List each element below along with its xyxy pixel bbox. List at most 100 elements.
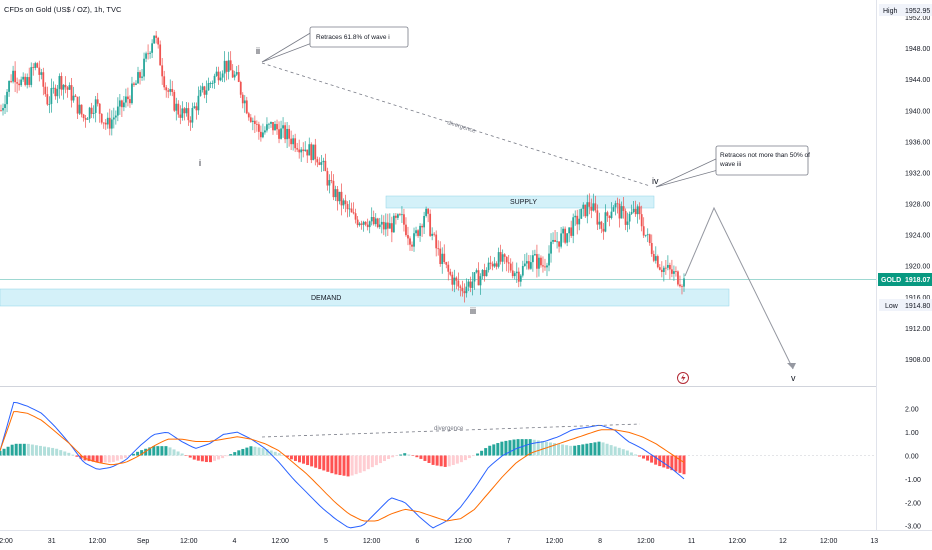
macd-histogram-bar xyxy=(140,450,144,456)
signal-line[interactable] xyxy=(0,411,685,522)
candle-body xyxy=(125,96,127,103)
macd-histogram-bar xyxy=(512,439,516,456)
candle-body xyxy=(272,121,274,131)
macd-histogram[interactable] xyxy=(0,439,686,477)
macd-line[interactable] xyxy=(0,401,685,529)
price-tick-label: 1932.00 xyxy=(905,170,930,177)
time-tick-label: 12:00 xyxy=(637,538,655,545)
macd-histogram-bar xyxy=(391,455,395,458)
macd-histogram-bar xyxy=(281,455,285,456)
macd-histogram-bar xyxy=(338,455,342,476)
candle-body xyxy=(336,189,339,202)
macd-histogram-bar xyxy=(472,455,476,457)
candle-body xyxy=(38,67,41,75)
candle-body xyxy=(324,160,327,172)
demand-zone[interactable] xyxy=(0,288,730,307)
macd-histogram-bar xyxy=(403,453,407,456)
candle-body xyxy=(356,219,359,226)
candle-body xyxy=(554,239,556,242)
candle-body xyxy=(421,225,423,228)
callout-wave-ii[interactable]: Retraces 61.8% of wave i xyxy=(261,26,409,63)
macd-histogram-bar xyxy=(273,451,277,456)
candle-body xyxy=(276,124,278,130)
macd-histogram-bar xyxy=(528,439,532,456)
candle-body xyxy=(513,273,516,277)
macd-histogram-bar xyxy=(476,453,480,456)
price-tick-label: 1916.00 xyxy=(905,295,930,302)
macd-histogram-bar xyxy=(633,454,637,456)
macd-histogram-bar xyxy=(395,455,399,456)
candle-body xyxy=(457,280,460,287)
price-pane[interactable] xyxy=(0,0,876,386)
wave-iv-label: iv xyxy=(652,176,659,186)
macd-histogram-bar xyxy=(439,455,443,467)
candle-body xyxy=(161,65,164,77)
candle-body xyxy=(312,144,315,161)
macd-histogram-bar xyxy=(625,450,629,456)
candle-body xyxy=(431,233,434,236)
time-scale[interactable]: 2:00 31 12:00 Sep 12:00 4 12:00 5 12:00 6 12:00 7 12… xyxy=(0,538,878,545)
candle-body xyxy=(187,108,190,121)
macd-histogram-bar xyxy=(666,455,670,469)
candle-body xyxy=(90,107,93,114)
price-divergence-line[interactable] xyxy=(261,62,651,187)
candle-body xyxy=(485,270,488,277)
macd-histogram-bar xyxy=(516,439,520,456)
candle-body xyxy=(346,204,349,210)
candle-body xyxy=(386,222,389,229)
candle-body xyxy=(302,149,305,151)
candle-body xyxy=(671,269,673,274)
candle-body xyxy=(280,128,282,139)
candle-body xyxy=(443,253,446,263)
demand-zone-label: DEMAND xyxy=(311,295,341,302)
candle-body xyxy=(141,76,143,78)
candle-body xyxy=(225,60,228,72)
candle-body xyxy=(546,265,548,268)
macd-histogram-bar xyxy=(593,442,597,456)
macd-histogram-bar xyxy=(241,448,245,456)
candle-body xyxy=(654,256,657,261)
candle-body xyxy=(201,86,204,90)
candle-body xyxy=(560,233,563,247)
candle-body xyxy=(469,281,472,288)
candle-body xyxy=(515,271,518,274)
macd-histogram-bar xyxy=(423,455,427,461)
callout-wave-iv[interactable]: Retraces not more than 50% of wave iii xyxy=(655,145,810,188)
candlestick-series[interactable] xyxy=(0,30,685,303)
candle-body xyxy=(44,86,47,95)
macd-histogram-bar xyxy=(415,455,419,458)
macd-histogram-bar xyxy=(22,443,26,456)
candle-body xyxy=(521,265,524,276)
candle-body xyxy=(493,263,496,267)
candle-body xyxy=(86,118,89,120)
supply-zone-label: SUPPLY xyxy=(510,199,537,206)
time-tick-label: 6 xyxy=(415,538,419,545)
macd-histogram-bar xyxy=(334,455,338,475)
time-tick-label: 12:00 xyxy=(89,538,107,545)
macd-histogram-bar xyxy=(678,455,682,473)
candle-body xyxy=(169,89,172,92)
candle-body xyxy=(294,138,297,149)
macd-scale[interactable]: 2.00 1.00 0.00 -1.00 -2.00 -3.00 xyxy=(905,407,921,531)
macd-histogram-bar xyxy=(431,455,435,465)
candle-body xyxy=(362,221,365,225)
macd-histogram-bar xyxy=(59,450,63,456)
candle-body xyxy=(274,124,276,131)
candle-body xyxy=(505,256,508,263)
macd-histogram-bar xyxy=(293,455,297,461)
candle-body xyxy=(344,200,347,205)
candle-body xyxy=(368,221,371,228)
candle-body xyxy=(481,269,484,277)
macd-histogram-bar xyxy=(484,448,488,456)
candle-body xyxy=(6,91,8,105)
projection-path[interactable] xyxy=(684,206,794,370)
macd-histogram-bar xyxy=(419,455,423,459)
price-scale[interactable]: 1952.00 1948.00 1944.00 1940.00 1936.00 1932.… xyxy=(905,15,930,364)
macd-histogram-bar xyxy=(605,443,609,456)
macd-histogram-bar xyxy=(253,446,257,456)
candle-body xyxy=(106,117,109,125)
economic-event-icon[interactable] xyxy=(677,372,689,384)
candle-body xyxy=(18,83,21,86)
candle-body xyxy=(491,263,494,267)
